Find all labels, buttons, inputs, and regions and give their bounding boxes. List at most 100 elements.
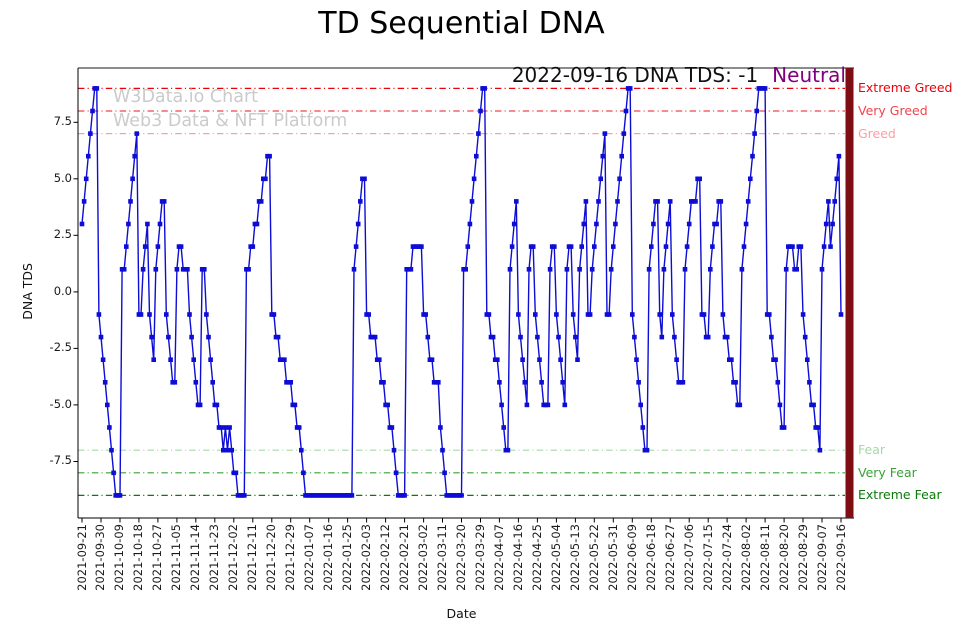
data-point-marker [282, 357, 287, 362]
data-point-marker [225, 447, 230, 453]
data-point-marker [693, 199, 698, 204]
data-point-marker [185, 267, 190, 272]
data-point-marker [486, 312, 492, 317]
data-point-marker [292, 402, 298, 408]
data-point-marker [570, 312, 576, 317]
data-point-marker [147, 312, 152, 317]
data-point-marker [98, 334, 104, 340]
x-tick-label: 2021-11-14 [188, 524, 203, 591]
data-point-marker [467, 221, 473, 227]
data-point-marker [737, 402, 743, 408]
data-point-marker [438, 425, 443, 430]
data-point-marker [495, 357, 500, 362]
threshold-label: Fear [858, 442, 885, 458]
data-point-marker [741, 244, 747, 249]
data-point-marker [750, 153, 755, 159]
data-point-marker [558, 357, 563, 362]
y-tick-label: 5.0 [53, 170, 72, 185]
data-point-marker [733, 380, 738, 385]
data-point-marker [509, 244, 515, 249]
data-point-marker [501, 425, 506, 430]
data-point-marker [619, 153, 624, 159]
data-point-marker [644, 447, 650, 453]
x-tick-label: 2021-12-20 [264, 524, 279, 591]
data-point-marker [777, 402, 783, 408]
data-point-marker [221, 447, 226, 453]
data-point-marker [516, 312, 521, 317]
current-reading-text: 2022-09-16 DNA TDS: -1 [511, 63, 759, 87]
data-point-marker [511, 221, 517, 227]
data-point-marker [802, 334, 808, 340]
data-point-marker [655, 199, 660, 204]
data-point-marker [526, 267, 532, 272]
data-point-marker [86, 153, 91, 159]
data-point-marker [100, 357, 106, 362]
data-point-marker [425, 334, 431, 340]
data-point-marker [838, 312, 844, 317]
x-tick-label: 2021-12-02 [226, 524, 241, 591]
data-point-marker [720, 312, 726, 317]
data-point-marker [752, 131, 757, 136]
data-point-marker [705, 334, 711, 340]
x-tick-label: 2022-07-15 [700, 524, 715, 591]
x-axis-label: Date [446, 606, 477, 621]
data-point-marker [474, 153, 479, 159]
data-point-marker [138, 312, 144, 317]
data-point-marker [214, 402, 220, 408]
data-point-marker [621, 131, 627, 136]
data-point-marker [592, 244, 597, 249]
data-point-marker [208, 357, 213, 362]
data-point-marker [573, 334, 578, 340]
data-point-marker [556, 334, 561, 340]
x-tick-label: 2022-08-02 [738, 524, 753, 591]
data-point-marker [246, 267, 251, 272]
data-point-marker [155, 244, 161, 249]
data-point-marker [102, 380, 108, 385]
data-point-marker [94, 86, 100, 91]
x-tick-label: 2022-04-16 [510, 524, 525, 591]
x-tick-label: 2022-05-31 [605, 524, 620, 591]
data-point-marker [227, 425, 232, 430]
data-point-marker [107, 425, 112, 430]
data-point-marker [762, 86, 768, 91]
data-point-marker [408, 267, 414, 272]
data-point-marker [617, 176, 622, 182]
data-point-marker [193, 380, 199, 385]
data-point-marker [602, 131, 608, 136]
data-point-marker [739, 267, 745, 272]
data-point-marker [490, 334, 496, 340]
x-tick-label: 2022-08-29 [795, 524, 810, 591]
data-point-marker [223, 425, 228, 430]
x-tick-label: 2021-10-27 [150, 524, 165, 591]
data-point-marker [233, 470, 239, 476]
data-point-marker [672, 334, 677, 340]
x-tick-label: 2022-01-16 [321, 524, 336, 591]
data-point-marker [111, 470, 116, 476]
data-point-marker [805, 357, 810, 362]
data-point-marker [783, 267, 789, 272]
data-point-marker [197, 402, 203, 408]
data-point-marker [596, 199, 601, 204]
data-point-marker [815, 425, 821, 430]
data-point-marker [267, 153, 272, 159]
x-tick-label: 2022-03-02 [416, 524, 431, 591]
data-point-marker [476, 131, 481, 136]
data-point-marker [128, 199, 133, 204]
data-point-marker [117, 493, 123, 498]
x-tick-label: 2022-07-24 [719, 524, 734, 591]
data-point-marker [377, 357, 382, 362]
x-tick-label: 2021-10-09 [112, 524, 127, 591]
data-point-marker [636, 380, 641, 385]
x-tick-label: 2022-03-29 [472, 524, 487, 591]
data-point-marker [469, 199, 475, 204]
data-point-marker [419, 244, 424, 249]
data-point-marker [832, 199, 837, 204]
data-point-marker [697, 176, 702, 182]
data-point-marker [109, 447, 114, 453]
data-point-marker [568, 244, 574, 249]
data-point-marker [583, 199, 589, 204]
x-tick-label: 2022-02-21 [397, 524, 412, 591]
data-point-marker [301, 470, 306, 476]
